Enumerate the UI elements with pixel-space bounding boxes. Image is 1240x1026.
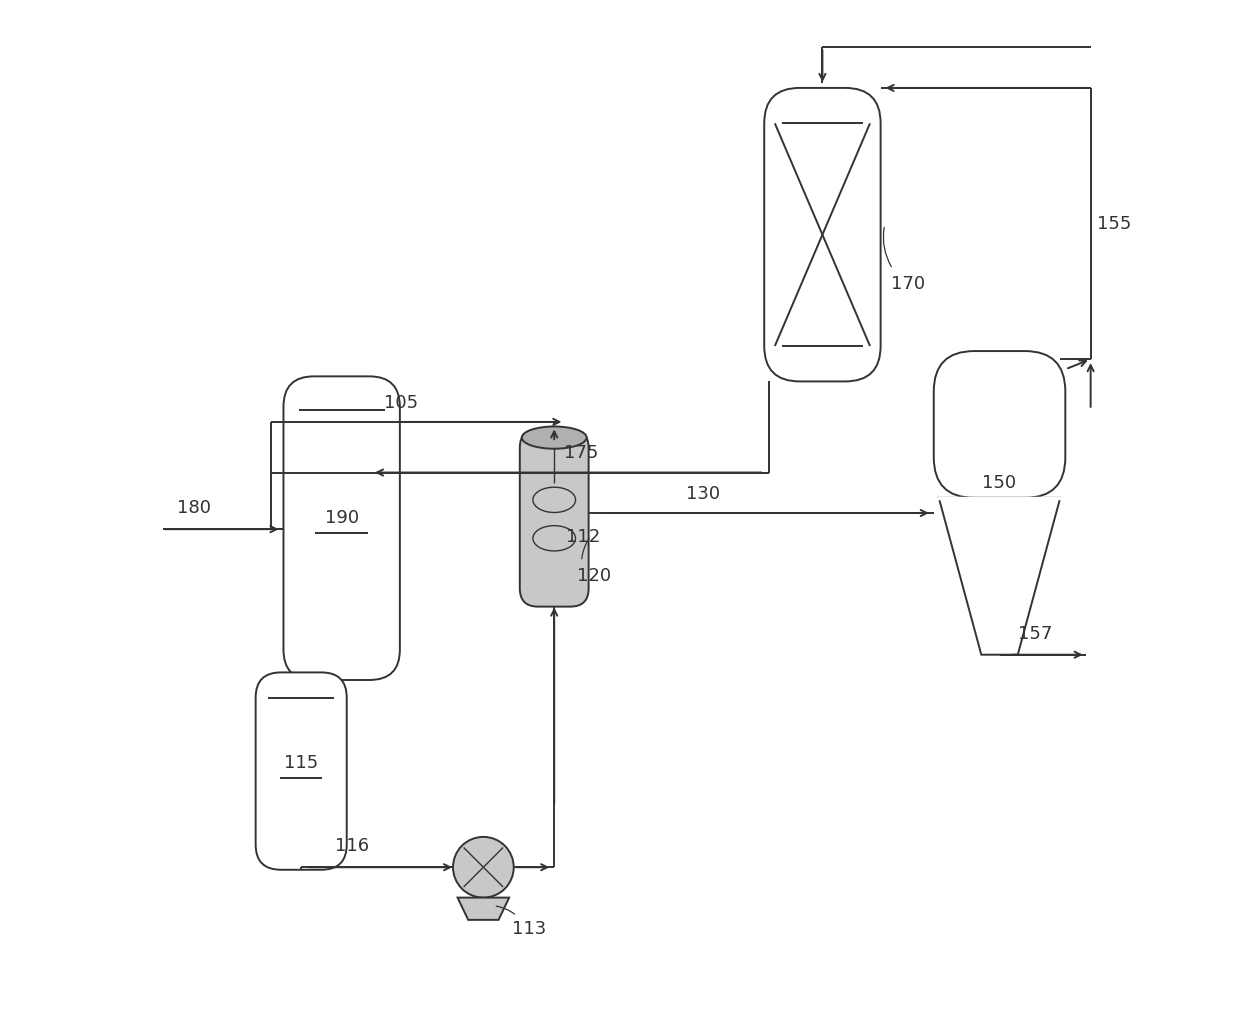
Text: 115: 115 <box>284 754 319 772</box>
FancyBboxPatch shape <box>284 377 399 680</box>
Ellipse shape <box>533 487 575 513</box>
Ellipse shape <box>522 427 587 448</box>
FancyBboxPatch shape <box>934 351 1065 498</box>
FancyBboxPatch shape <box>520 430 589 606</box>
FancyBboxPatch shape <box>255 672 347 870</box>
Text: 120: 120 <box>578 566 611 585</box>
Text: 180: 180 <box>176 499 211 517</box>
Text: 113: 113 <box>512 920 546 938</box>
Text: 157: 157 <box>1018 625 1052 642</box>
Polygon shape <box>458 898 510 920</box>
Circle shape <box>453 837 513 898</box>
FancyBboxPatch shape <box>764 88 880 382</box>
Text: 155: 155 <box>1096 214 1131 233</box>
Text: 175: 175 <box>564 444 599 463</box>
Ellipse shape <box>533 525 575 551</box>
Text: 150: 150 <box>982 474 1017 491</box>
Text: 116: 116 <box>335 837 368 855</box>
Text: 170: 170 <box>890 275 925 293</box>
Text: 112: 112 <box>567 528 600 546</box>
Text: 105: 105 <box>384 394 418 411</box>
Polygon shape <box>939 498 1060 655</box>
Text: 190: 190 <box>325 509 358 527</box>
Text: 130: 130 <box>686 485 720 503</box>
